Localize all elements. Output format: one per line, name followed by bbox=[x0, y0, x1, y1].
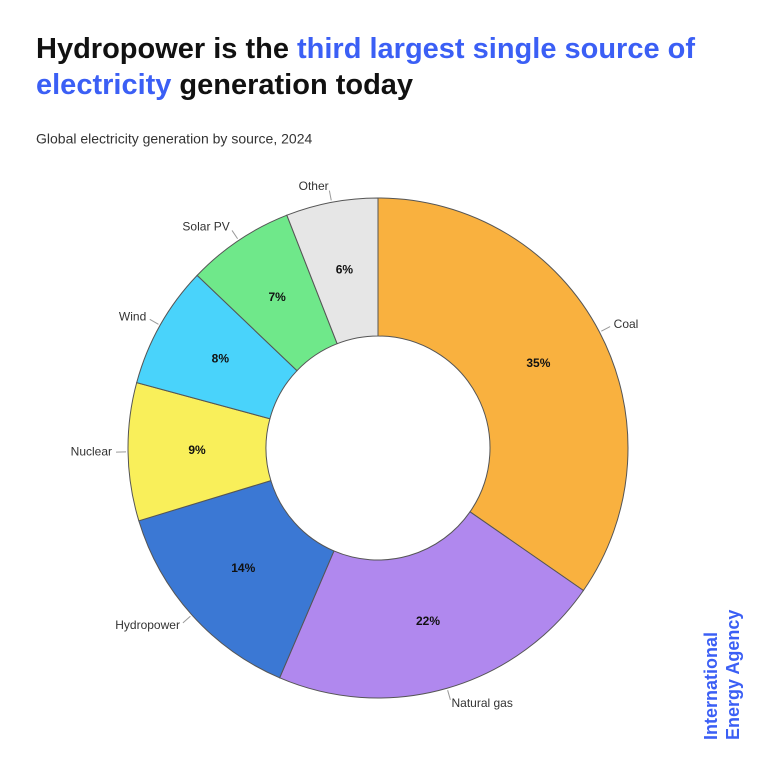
donut-segment bbox=[278, 511, 585, 699]
leader-line bbox=[447, 690, 451, 700]
value-label: 14% bbox=[231, 561, 255, 575]
value-label: 7% bbox=[268, 290, 286, 304]
donut-segment bbox=[377, 197, 629, 592]
category-label: Other bbox=[299, 179, 329, 193]
source-line: Energy Agency bbox=[723, 610, 743, 740]
category-label: Solar PV bbox=[182, 219, 229, 233]
leader-line bbox=[231, 230, 239, 240]
leader-line bbox=[182, 615, 191, 624]
value-label: 6% bbox=[336, 262, 354, 276]
source-line: International bbox=[701, 632, 721, 740]
leader-line bbox=[328, 190, 332, 201]
donut-segment bbox=[138, 479, 335, 679]
source: International Energy Agency bbox=[701, 610, 743, 740]
category-label: Coal bbox=[614, 317, 639, 331]
title-part: Hydropower is the bbox=[36, 33, 289, 65]
category-label: Natural gas bbox=[451, 696, 512, 710]
chart-title: Hydropower is the third largest single so… bbox=[36, 33, 695, 101]
chart-subtitle: Global electricity generation by source,… bbox=[36, 131, 312, 147]
title-part: third largest single source of bbox=[297, 33, 695, 65]
title-part: electricity bbox=[36, 69, 171, 101]
value-label: 9% bbox=[188, 443, 206, 457]
donut-segment bbox=[286, 197, 379, 345]
category-label: Nuclear bbox=[71, 444, 112, 458]
leader-line bbox=[601, 326, 611, 332]
title-part: generation today bbox=[179, 69, 413, 101]
value-label: 22% bbox=[416, 614, 440, 628]
leader-line bbox=[149, 318, 159, 325]
value-label: 35% bbox=[526, 356, 550, 370]
category-label: Wind bbox=[119, 310, 146, 324]
value-label: 8% bbox=[212, 351, 230, 365]
category-label: Hydropower bbox=[115, 618, 180, 632]
